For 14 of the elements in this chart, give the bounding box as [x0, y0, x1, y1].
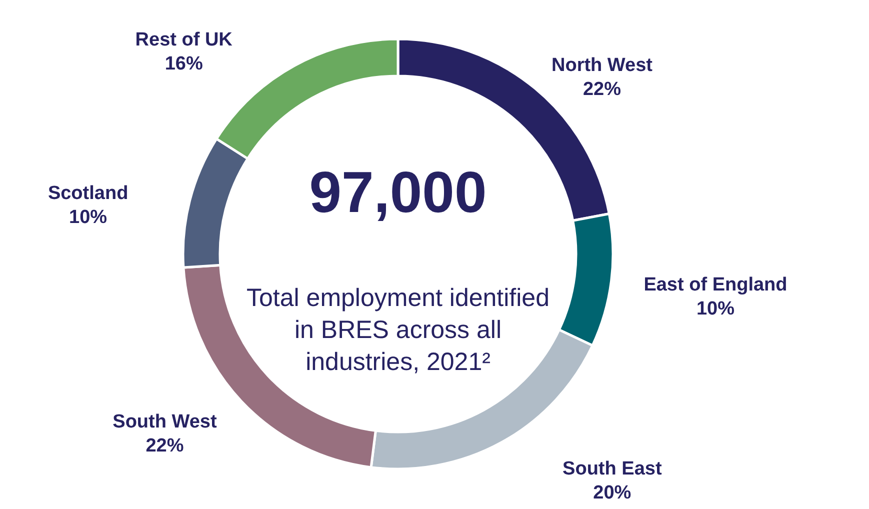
text: Total employment identified in BRES across all industries, 2021²: [246, 284, 550, 376]
slice-label: South East: [562, 458, 662, 480]
slice-label: North West: [551, 55, 654, 76]
slice-label: South West: [112, 412, 218, 433]
data-label: 22%: [146, 436, 184, 457]
data-label: 22%: [582, 79, 622, 100]
data-label: 16%: [164, 53, 203, 74]
slice-label: East of England: [644, 274, 788, 296]
data-label: 10%: [696, 298, 735, 320]
data-label: 20%: [593, 482, 632, 504]
slice-label: Scotland: [48, 183, 128, 204]
text: 97,000: [309, 160, 487, 225]
slice-label: Rest of UK: [135, 29, 233, 50]
data-label: 10%: [69, 207, 108, 228]
